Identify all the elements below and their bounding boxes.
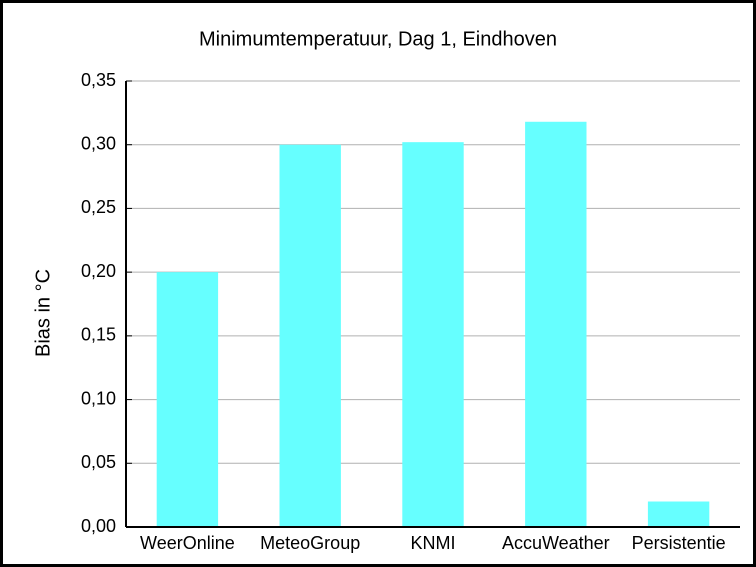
bar bbox=[525, 121, 587, 527]
y-tick-label: 0,20 bbox=[81, 261, 116, 281]
y-tick-label: 0,15 bbox=[81, 325, 116, 345]
bar bbox=[279, 144, 341, 527]
y-tick-label: 0,00 bbox=[81, 516, 116, 536]
x-tick-label: AccuWeather bbox=[502, 533, 610, 553]
y-tick-label: 0,35 bbox=[81, 70, 116, 90]
x-tick-label: KNMI bbox=[411, 533, 456, 553]
x-tick-label: Persistentie bbox=[632, 533, 726, 553]
bar bbox=[402, 142, 464, 527]
x-tick-label: WeerOnline bbox=[140, 533, 235, 553]
y-tick-label: 0,30 bbox=[81, 133, 116, 153]
bar bbox=[647, 501, 710, 527]
bar bbox=[156, 272, 219, 527]
chart-title: Minimumtemperatuur, Dag 1, Eindhoven bbox=[199, 28, 557, 50]
x-tick-label: MeteoGroup bbox=[260, 533, 360, 553]
y-tick-label: 0,05 bbox=[81, 452, 116, 472]
y-tick-label: 0,25 bbox=[81, 197, 116, 217]
y-axis-label: Bias in °C bbox=[32, 269, 54, 357]
y-tick-label: 0,10 bbox=[81, 388, 116, 408]
